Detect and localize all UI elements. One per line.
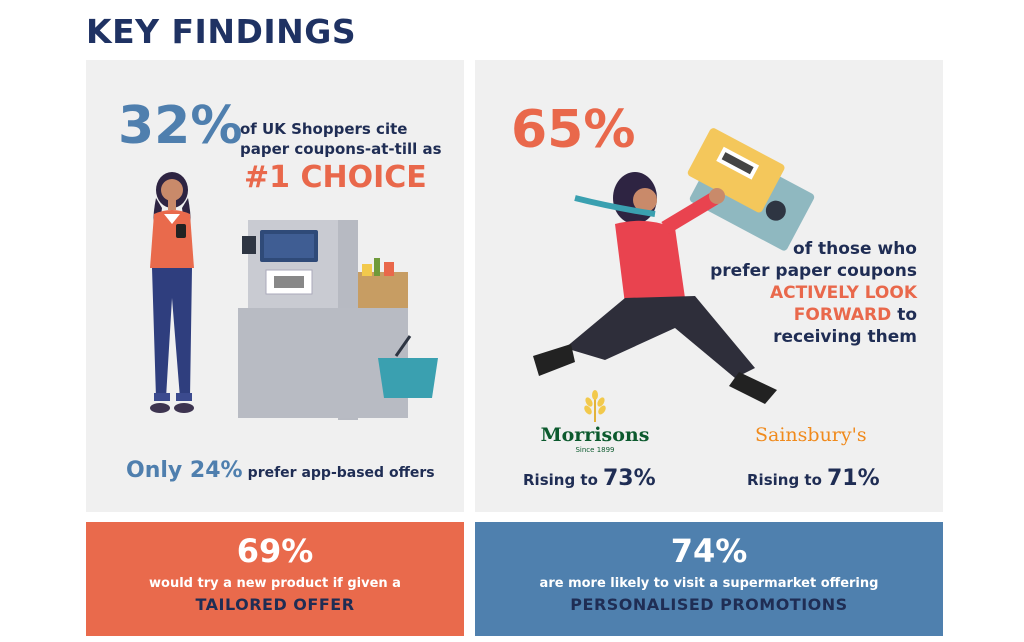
left-panel: 32% of UK Shoppers cite paper coupons-at… (86, 60, 464, 512)
running-woman-coupon-illustration (533, 128, 815, 404)
right-highlight1: ACTIVELY LOOK (769, 283, 917, 303)
bottom-right-line2: PERSONALISED PROMOTIONS (570, 595, 848, 614)
bottom-left-line1: would try a new product if given a (149, 576, 401, 591)
left-highlight: #1 CHOICE (244, 160, 427, 195)
bottom-left-stat: 69% (236, 532, 314, 570)
morrisons-logo: Morrisons Since 1899 (535, 390, 655, 454)
right-line2: prefer paper coupons (710, 261, 917, 281)
left-footer-rest: prefer app-based offers (247, 465, 435, 481)
bottom-right-box: 74% are more likely to visit a supermark… (475, 522, 943, 636)
right-line3: to (897, 305, 917, 325)
bottom-right-stat: 74% (670, 532, 748, 570)
sainsburys-logo: Sainsbury's (755, 424, 867, 446)
morrisons-since: Since 1899 (575, 446, 615, 454)
right-highlight2: FORWARD (793, 305, 892, 325)
morrisons-rising-value: 73% (602, 466, 656, 491)
morrisons-rising: Rising to 73% (523, 466, 656, 491)
self-checkout-illustration (238, 220, 438, 420)
bottom-left-line2: TAILORED OFFER (195, 595, 355, 614)
morrisons-wheat-icon (584, 390, 606, 422)
right-line4: receiving them (773, 327, 917, 347)
right-line1: of those who (793, 239, 917, 259)
page-title: KEY FINDINGS (86, 12, 357, 51)
left-line2: paper coupons-at-till as (240, 140, 442, 158)
morrisons-wordmark: Morrisons (540, 424, 650, 446)
right-text-block: of those who prefer paper coupons ACTIVE… (710, 238, 917, 348)
left-footer-prefix: Only 24% (126, 458, 243, 483)
left-stat: 32% (118, 96, 243, 156)
right-panel: 65% of those who prefer paper coupons AC… (475, 60, 943, 512)
sainsburys-rising: Rising to 71% (747, 466, 880, 491)
sainsburys-rising-prefix: Rising to (747, 471, 822, 489)
bottom-left-box: 69% would try a new product if given a T… (86, 522, 464, 636)
sainsburys-rising-value: 71% (826, 466, 880, 491)
woman-with-phone-illustration (150, 172, 194, 413)
morrisons-rising-prefix: Rising to (523, 471, 598, 489)
left-footer: Only 24% prefer app-based offers (126, 458, 435, 483)
right-stat: 65% (511, 100, 636, 160)
bottom-right-line1: are more likely to visit a supermarket o… (539, 576, 879, 591)
left-line1: of UK Shoppers cite (240, 120, 408, 138)
